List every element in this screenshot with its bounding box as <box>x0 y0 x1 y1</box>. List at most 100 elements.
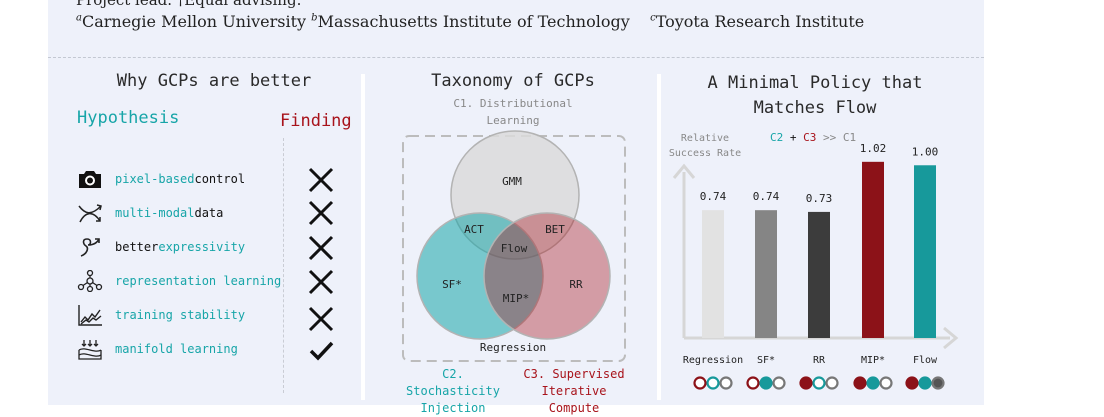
c3-label: C3. Supervised Iterative Compute <box>514 366 634 417</box>
sf-label: SF* <box>442 278 462 291</box>
component-dot <box>772 376 786 390</box>
middle-panel-title: Taxonomy of GCPs <box>431 71 595 91</box>
hypothesis-row-pixel: pixel-based control <box>76 167 245 191</box>
header-divider <box>48 57 984 58</box>
mip-label: MIP* <box>502 292 530 305</box>
component-dot <box>905 376 919 390</box>
y-axis-arrow <box>672 163 696 179</box>
camera-icon <box>76 167 104 191</box>
component-dot <box>746 376 760 390</box>
component-dot <box>825 376 839 390</box>
c3-label-line2: Iterative Compute <box>541 384 607 415</box>
bar <box>808 211 830 338</box>
hypothesis-pre: better <box>115 240 159 254</box>
author-notes: Project lead. †Equal advising. <box>76 0 302 9</box>
eq-plus: + <box>783 131 804 144</box>
eq-c2: C2 <box>770 131 784 144</box>
bar <box>702 210 724 338</box>
hypothesis-heading: Hypothesis <box>77 108 180 128</box>
hypothesis-row-expressivity: better expressivity <box>76 235 245 259</box>
success-rate-chart: 0.74 Regression 0.74 SF* 0.73 RR 1.02 MIP* 1.00 F… <box>672 142 959 390</box>
hypothesis-term: pixel-based <box>115 172 195 186</box>
component-dot <box>853 376 867 390</box>
c2-label: C2. Stochasticity Injection <box>393 366 513 417</box>
affil-sup-b: b <box>311 12 318 24</box>
regression-label: Regression <box>479 341 547 354</box>
affil-sup-a: a <box>76 12 82 24</box>
component-equation: C2 + C3 >> C1 <box>770 131 856 144</box>
hypothesis-term: representation learning <box>115 274 282 288</box>
component-dot <box>706 376 720 390</box>
bar <box>755 210 777 338</box>
bar <box>914 165 936 338</box>
c1-label: C1. Distributional Learning <box>433 95 593 129</box>
affil-c: Toyota Research Institute <box>655 12 865 31</box>
cross-icon <box>308 167 334 193</box>
line-chart-icon <box>76 303 104 327</box>
right-panel-title-line2: Matches Flow <box>753 98 877 118</box>
component-dot <box>693 376 707 390</box>
bet-label: BET <box>545 223 565 236</box>
gmm-label: GMM <box>502 175 522 188</box>
affil-sup-c: c <box>650 12 656 24</box>
left-panel-title: Why GCPs are better <box>116 71 312 91</box>
c1-label-line1: C1. Distributional <box>453 97 573 110</box>
venn-diagram <box>402 130 626 362</box>
c2-label-line1: C2. Stochasticity <box>406 367 500 398</box>
squiggle-arrow-icon <box>76 235 104 259</box>
category-label: Regression <box>683 355 743 366</box>
hypothesis-term: multi-modal <box>115 206 195 220</box>
bar-value-label: 1.02 <box>860 142 887 155</box>
cross-icon <box>308 269 334 295</box>
bar-value-label: 0.74 <box>753 190 780 203</box>
component-dot <box>931 376 945 390</box>
multi-arrow-icon <box>76 201 104 225</box>
right-panel-title-line1: A Minimal Policy that <box>707 73 923 93</box>
hypothesis-term: training stability <box>115 308 246 322</box>
panel-divider-right <box>657 74 661 400</box>
hypothesis-row-stability: training stability <box>76 303 245 327</box>
category-label: SF* <box>757 355 775 366</box>
component-dot <box>879 376 893 390</box>
affil-a: Carnegie Mellon University <box>81 12 307 31</box>
bar-value-label: 1.00 <box>912 145 939 158</box>
cross-icon <box>308 306 334 332</box>
hypothesis-row-manifold: manifold learning <box>76 337 238 361</box>
eq-c3: C3 <box>803 131 817 144</box>
right-panel-title: A Minimal Policy that Matches Flow <box>670 71 960 121</box>
cross-icon <box>308 235 334 261</box>
bar-value-label: 0.74 <box>700 190 727 203</box>
hypothesis-row-multimodal: multi-modal data <box>76 201 223 225</box>
x-axis-arrow <box>943 326 959 350</box>
rr-label: RR <box>569 278 583 291</box>
component-dot <box>918 376 932 390</box>
hypothesis-rest: control <box>194 172 246 186</box>
c2-circle <box>416 212 544 340</box>
network-icon <box>76 269 104 293</box>
finding-divider <box>283 138 284 393</box>
component-dot <box>812 376 826 390</box>
hypothesis-term: expressivity <box>158 240 246 254</box>
bar-value-label: 0.73 <box>806 192 833 205</box>
c3-label-line1: C3. Supervised <box>523 367 625 381</box>
hypothesis-term: manifold learning <box>115 342 238 356</box>
panel-divider-left <box>361 74 365 400</box>
component-dot <box>866 376 880 390</box>
manifold-icon <box>76 337 104 361</box>
flow-label: Flow <box>500 242 528 255</box>
hypothesis-rest: data <box>194 206 224 220</box>
act-label: ACT <box>464 223 484 236</box>
c1-label-line2: Learning <box>486 114 540 127</box>
category-label: MIP* <box>861 355 885 366</box>
category-label: RR <box>813 355 826 366</box>
finding-heading: Finding <box>280 111 352 131</box>
component-dot <box>719 376 733 390</box>
component-dot <box>759 376 773 390</box>
hypothesis-row-representation: representation learning <box>76 269 281 293</box>
c3-circle <box>483 212 611 340</box>
cross-icon <box>308 200 334 226</box>
category-label: Flow <box>913 355 938 366</box>
affiliations: aCarnegie Mellon University bMassachuset… <box>76 12 864 31</box>
check-icon <box>309 341 334 361</box>
affil-b: Massachusetts Institute of Technology <box>317 12 630 31</box>
